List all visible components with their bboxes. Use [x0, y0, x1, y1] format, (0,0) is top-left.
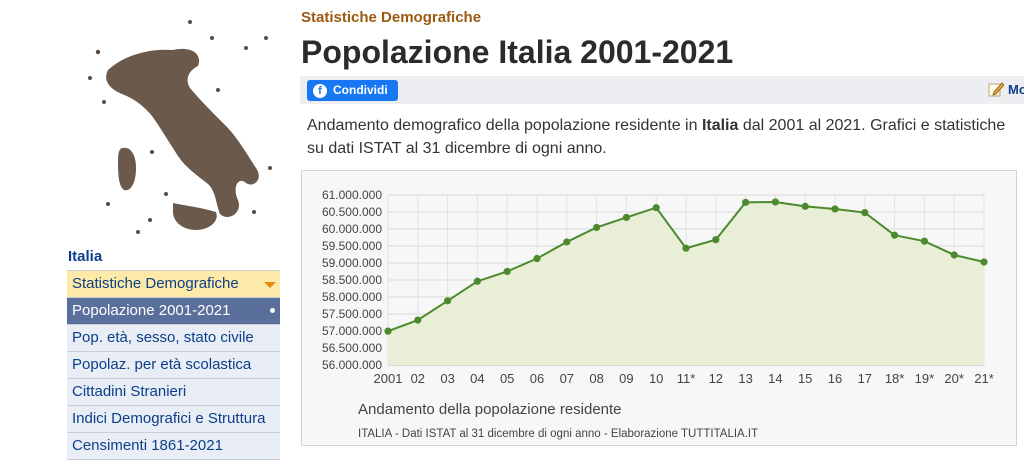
facebook-icon: f [313, 83, 327, 98]
y-tick-label: 60.500.000 [322, 205, 382, 219]
y-tick-label: 57.500.000 [322, 307, 382, 321]
sidebar-item-label: Pop. età, sesso, stato civile [72, 329, 254, 346]
x-tick-label: 05 [500, 371, 514, 386]
sidebar-item-eta-scolastica[interactable]: Popolaz. per età scolastica [67, 352, 280, 379]
caret-down-icon [264, 282, 276, 288]
edit-label: Mo [1008, 81, 1024, 97]
data-point [771, 198, 779, 206]
intro-part: Andamento demografico della popolazione … [307, 117, 702, 134]
y-tick-label: 56.500.000 [322, 341, 382, 355]
x-tick-label: 19* [915, 371, 935, 386]
sidebar-item-label: Censimenti 1861-2021 [72, 437, 223, 454]
x-tick-label: 17 [858, 371, 872, 386]
edit-link[interactable]: Mo [988, 81, 1024, 97]
y-tick-label: 59.500.000 [322, 239, 382, 253]
sidebar-item-label: Popolaz. per età scolastica [72, 356, 252, 373]
intro-place: Italia [701, 117, 739, 134]
intro-part: dal 2001 al 2021. Grafici e statistiche … [307, 117, 1006, 157]
intro-text: Andamento demografico della popolazione … [307, 114, 1019, 160]
share-label: Condividi [333, 83, 388, 97]
sidebar-item-label: Indici Demografici e Struttura [72, 410, 266, 427]
bullet-icon [270, 308, 275, 313]
x-tick-label: 02 [411, 371, 425, 386]
page-title: Popolazione Italia 2001-2021 [301, 34, 734, 70]
x-tick-label: 12 [709, 371, 723, 386]
x-tick-label: 09 [619, 371, 633, 386]
sidebar-item-popolazione[interactable]: Popolazione 2001-2021 [67, 298, 280, 325]
data-point [712, 236, 720, 244]
data-point [682, 244, 690, 252]
data-point [414, 316, 422, 324]
data-point [891, 231, 899, 239]
section-kicker[interactable]: Statistiche Demografiche [301, 9, 482, 26]
y-tick-label: 57.000.000 [322, 324, 382, 338]
chart-subtitle: ITALIA - Dati ISTAT al 31 dicembre di og… [358, 428, 758, 440]
sidebar-item-indici[interactable]: Indici Demografici e Struttura [67, 406, 280, 433]
x-tick-label: 03 [440, 371, 454, 386]
facebook-share-button[interactable]: f Condividi [307, 80, 398, 101]
sidebar-nav: Statistiche Demografiche Popolazione 200… [67, 270, 280, 460]
x-tick-label: 07 [560, 371, 574, 386]
population-chart: 56.000.000 56.500.000 57.000.000 57.500.000… [301, 170, 1017, 446]
x-tick-label: 16 [828, 371, 842, 386]
chart-title: Andamento della popolazione residente [358, 401, 622, 418]
data-point [563, 238, 571, 246]
x-tick-label: 18* [885, 371, 905, 386]
x-tick-label: 10 [649, 371, 663, 386]
data-point [980, 258, 988, 266]
x-tick-label: 14 [768, 371, 782, 386]
y-tick-label: 56.000.000 [322, 358, 382, 372]
x-tick-label: 2001 [374, 371, 403, 386]
x-tick-label: 21* [974, 371, 994, 386]
x-tick-label: 15 [798, 371, 812, 386]
data-point [742, 198, 750, 206]
sidebar-item-eta-sesso[interactable]: Pop. età, sesso, stato civile [67, 325, 280, 352]
chart-svg: 56.000.000 56.500.000 57.000.000 57.500.000… [322, 188, 994, 440]
data-point [384, 327, 392, 335]
y-tick-label: 60.000.000 [322, 222, 382, 236]
italy-map-image [88, 20, 272, 234]
y-tick-label: 58.500.000 [322, 273, 382, 287]
data-point [444, 297, 452, 305]
x-tick-label: 04 [470, 371, 484, 386]
data-point [473, 277, 481, 285]
x-tick-label: 06 [530, 371, 544, 386]
y-tick-label: 59.000.000 [322, 256, 382, 270]
sidebar-item-censimenti[interactable]: Censimenti 1861-2021 [67, 433, 280, 460]
share-bar: f Condividi Mo [300, 76, 1024, 104]
sidebar-item-stranieri[interactable]: Cittadini Stranieri [67, 379, 280, 406]
data-point [652, 204, 660, 212]
x-tick-label: 08 [589, 371, 603, 386]
sidebar: Italia Statistiche Demografiche Popolazi… [0, 0, 290, 460]
data-point [831, 205, 839, 213]
series-area [388, 201, 984, 365]
data-point [593, 223, 601, 232]
sidebar-item-statistiche-demografiche[interactable]: Statistiche Demografiche [67, 271, 280, 298]
x-tick-label: 13 [738, 371, 752, 386]
sidebar-item-label: Popolazione 2001-2021 [72, 302, 231, 319]
x-tick-label: 20* [944, 371, 964, 386]
data-point [622, 213, 630, 222]
data-point [950, 251, 958, 259]
data-point [920, 237, 929, 245]
data-point [533, 254, 541, 263]
x-tick-label: 11* [677, 371, 696, 386]
sidebar-item-label: Statistiche Demografiche [72, 275, 239, 292]
y-tick-label: 58.000.000 [322, 290, 382, 304]
y-tick-label: 61.000.000 [322, 188, 382, 202]
region-title[interactable]: Italia [68, 248, 103, 265]
pencil-icon [988, 82, 1004, 97]
data-point [861, 208, 869, 217]
data-point [503, 267, 511, 276]
data-point [801, 202, 809, 210]
sidebar-item-label: Cittadini Stranieri [72, 383, 187, 400]
main-content: Statistiche Demografiche Popolazione Ita… [300, 0, 1024, 446]
